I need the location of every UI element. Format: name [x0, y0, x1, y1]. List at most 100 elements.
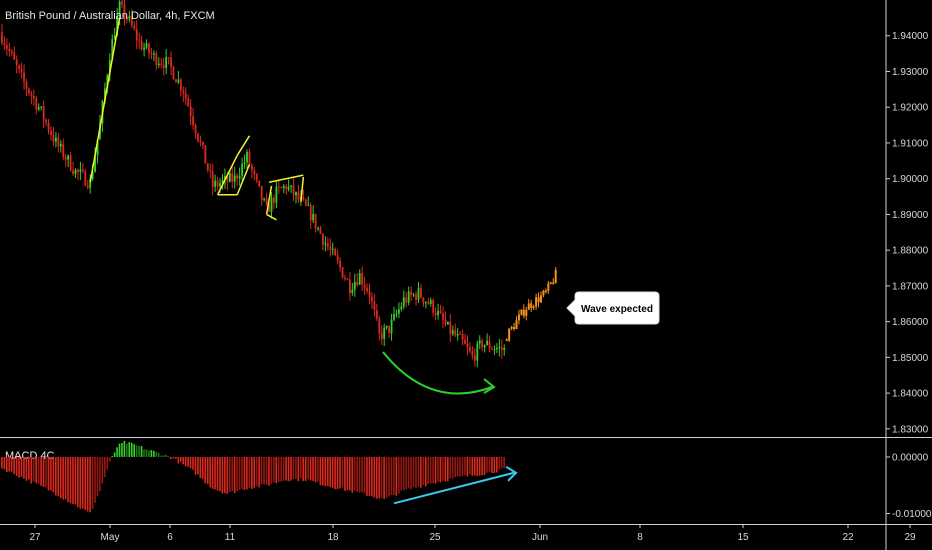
macd-histogram-bar	[447, 456, 449, 482]
candle-body	[182, 90, 185, 94]
macd-histogram-bar	[42, 456, 45, 487]
candle-body	[351, 289, 354, 294]
macd-histogram-bar	[233, 456, 236, 494]
candle-body	[451, 330, 454, 334]
macd-histogram-bar	[439, 456, 442, 483]
price-tick-label: 1.87000	[892, 281, 929, 292]
price-tick-label: 1.85000	[892, 353, 929, 364]
macd-histogram-bar	[324, 456, 327, 487]
macd-histogram-bar	[40, 456, 42, 486]
candle-body	[432, 300, 435, 313]
macd-histogram-bar	[111, 456, 113, 458]
candle-body	[126, 17, 128, 20]
macd-histogram-bar	[50, 456, 52, 491]
macd-histogram-bar	[69, 456, 72, 504]
candle-body	[459, 333, 462, 335]
macd-histogram-bar	[444, 456, 447, 482]
macd-histogram-bar	[395, 456, 398, 496]
macd-histogram-bar	[371, 456, 373, 497]
candle-body	[255, 174, 258, 181]
macd-histogram-bar	[407, 456, 410, 489]
macd-histogram-bar	[268, 456, 270, 486]
candle-body	[375, 309, 378, 319]
candle-body	[192, 116, 194, 126]
candle-body	[243, 162, 246, 164]
projection-candle	[510, 327, 513, 329]
date-tick-label: 8	[637, 532, 643, 543]
candle-body	[334, 248, 337, 256]
candle-body	[236, 175, 239, 179]
macd-histogram-bar	[429, 456, 432, 484]
macd-histogram-bar	[99, 456, 101, 492]
macd-histogram-bar	[356, 456, 358, 492]
macd-histogram-bar	[226, 456, 229, 495]
candle-body	[172, 67, 175, 80]
impulse-trendline	[89, 17, 121, 183]
candle-body	[454, 330, 457, 336]
candle-body	[297, 192, 300, 200]
candle-body	[32, 95, 35, 99]
price-tick-label: 1.88000	[892, 246, 929, 257]
macd-histogram-bar	[216, 456, 219, 491]
candle-body	[478, 340, 481, 344]
macd-histogram-bar	[1, 456, 3, 469]
macd-histogram-bar	[464, 456, 466, 476]
candle-body	[402, 297, 405, 307]
macd-histogram-bar	[473, 456, 476, 476]
candle-body	[145, 43, 148, 48]
divergence-line	[393, 471, 515, 505]
macd-histogram-bar	[500, 456, 503, 469]
macd-histogram-bar	[74, 456, 77, 505]
macd-histogram-bar	[194, 456, 197, 475]
candle-body	[417, 287, 420, 300]
candle-body	[209, 170, 212, 172]
macd-histogram-bar	[503, 456, 505, 469]
macd-histogram-bar	[393, 456, 395, 496]
macd-histogram-bar	[32, 456, 35, 482]
macd-histogram-bar	[304, 456, 307, 481]
candle-body	[20, 68, 23, 73]
candle-body	[91, 171, 94, 179]
annotation-callout[interactable]	[566, 291, 660, 325]
candle-body	[108, 60, 111, 76]
candle-body	[366, 287, 368, 292]
candle-body	[55, 137, 57, 142]
macd-histogram-bar	[28, 456, 30, 480]
candle-body	[420, 287, 422, 298]
macd-histogram-bar	[295, 456, 297, 480]
macd-histogram-bar	[128, 442, 131, 457]
price-tick-label: 1.92000	[892, 103, 929, 114]
macd-histogram-bar	[456, 456, 459, 477]
macd-histogram-bar	[415, 456, 417, 488]
date-tick-label: 25	[429, 532, 441, 543]
macd-histogram-bar	[366, 456, 368, 497]
macd-histogram-bar	[157, 452, 160, 457]
macd-histogram-bar	[498, 456, 501, 470]
candle-body	[275, 186, 278, 203]
price-tick-label: 1.89000	[892, 210, 929, 221]
macd-histogram-bar	[221, 456, 224, 494]
candle-body	[282, 186, 285, 189]
candle-body	[429, 300, 432, 304]
candle-body	[224, 176, 226, 180]
candle-body	[96, 139, 99, 156]
macd-histogram-bar	[162, 455, 165, 457]
price-tick-label: 1.84000	[892, 389, 929, 400]
pattern-line	[216, 155, 238, 196]
candle-body	[59, 143, 62, 147]
projection-candle	[508, 328, 511, 341]
candle-body	[486, 340, 488, 345]
candle-body	[295, 192, 297, 196]
macd-histogram-bar	[375, 456, 378, 499]
candle-body	[356, 281, 359, 285]
candle-body	[456, 333, 459, 336]
macd-histogram-bar	[246, 456, 248, 490]
macd-histogram-bar	[25, 456, 28, 481]
candle-body	[28, 88, 30, 94]
candle-body	[118, 1, 121, 17]
candle-body	[219, 183, 221, 187]
macd-histogram-bar	[145, 449, 148, 457]
projection-candle	[547, 283, 550, 291]
macd-histogram-bar	[427, 456, 429, 485]
